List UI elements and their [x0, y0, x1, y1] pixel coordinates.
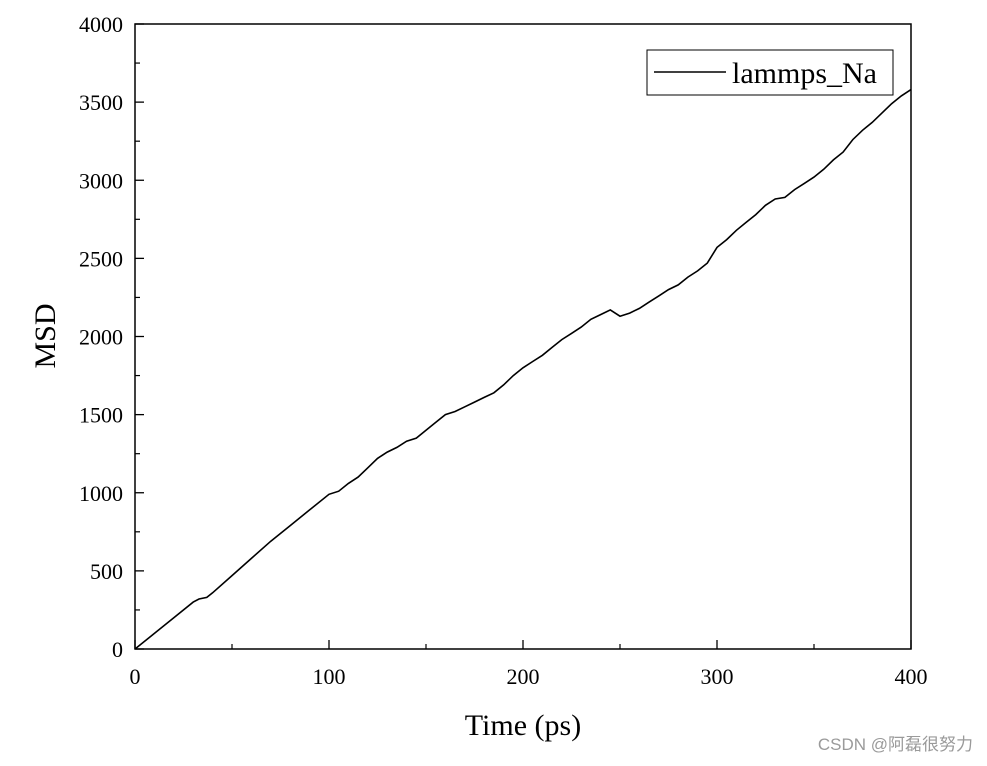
y-tick-label: 2000: [79, 325, 123, 350]
y-axis-title: MSD: [29, 303, 62, 368]
y-tick-label: 3500: [79, 90, 123, 115]
x-tick-label: 400: [895, 664, 928, 689]
y-tick-label: 4000: [79, 12, 123, 37]
y-tick-label: 1000: [79, 481, 123, 506]
watermark-text: CSDN @阿磊很努力: [817, 735, 973, 754]
legend: lammps_Na: [646, 49, 894, 96]
tick-labels: 0 100 200 300 400050010001500200025003000350…: [79, 12, 928, 689]
y-tick-label: 2500: [79, 246, 123, 271]
x-tick-label: 0: [130, 664, 141, 689]
x-axis-title: Time (ps): [465, 709, 581, 742]
plot-frame: [134, 23, 912, 650]
y-tick-label: 0: [112, 637, 123, 662]
axis-ticks: [134, 23, 912, 650]
x-tick-label: 200: [507, 664, 540, 689]
x-tick-label: 300: [701, 664, 734, 689]
x-tick-label: 100: [313, 664, 346, 689]
series-line-lammps-na: [134, 88, 912, 650]
y-tick-label: 500: [90, 559, 123, 584]
legend-label: lammps_Na: [732, 57, 877, 90]
y-tick-label: 1500: [79, 403, 123, 428]
y-tick-label: 3000: [79, 168, 123, 193]
